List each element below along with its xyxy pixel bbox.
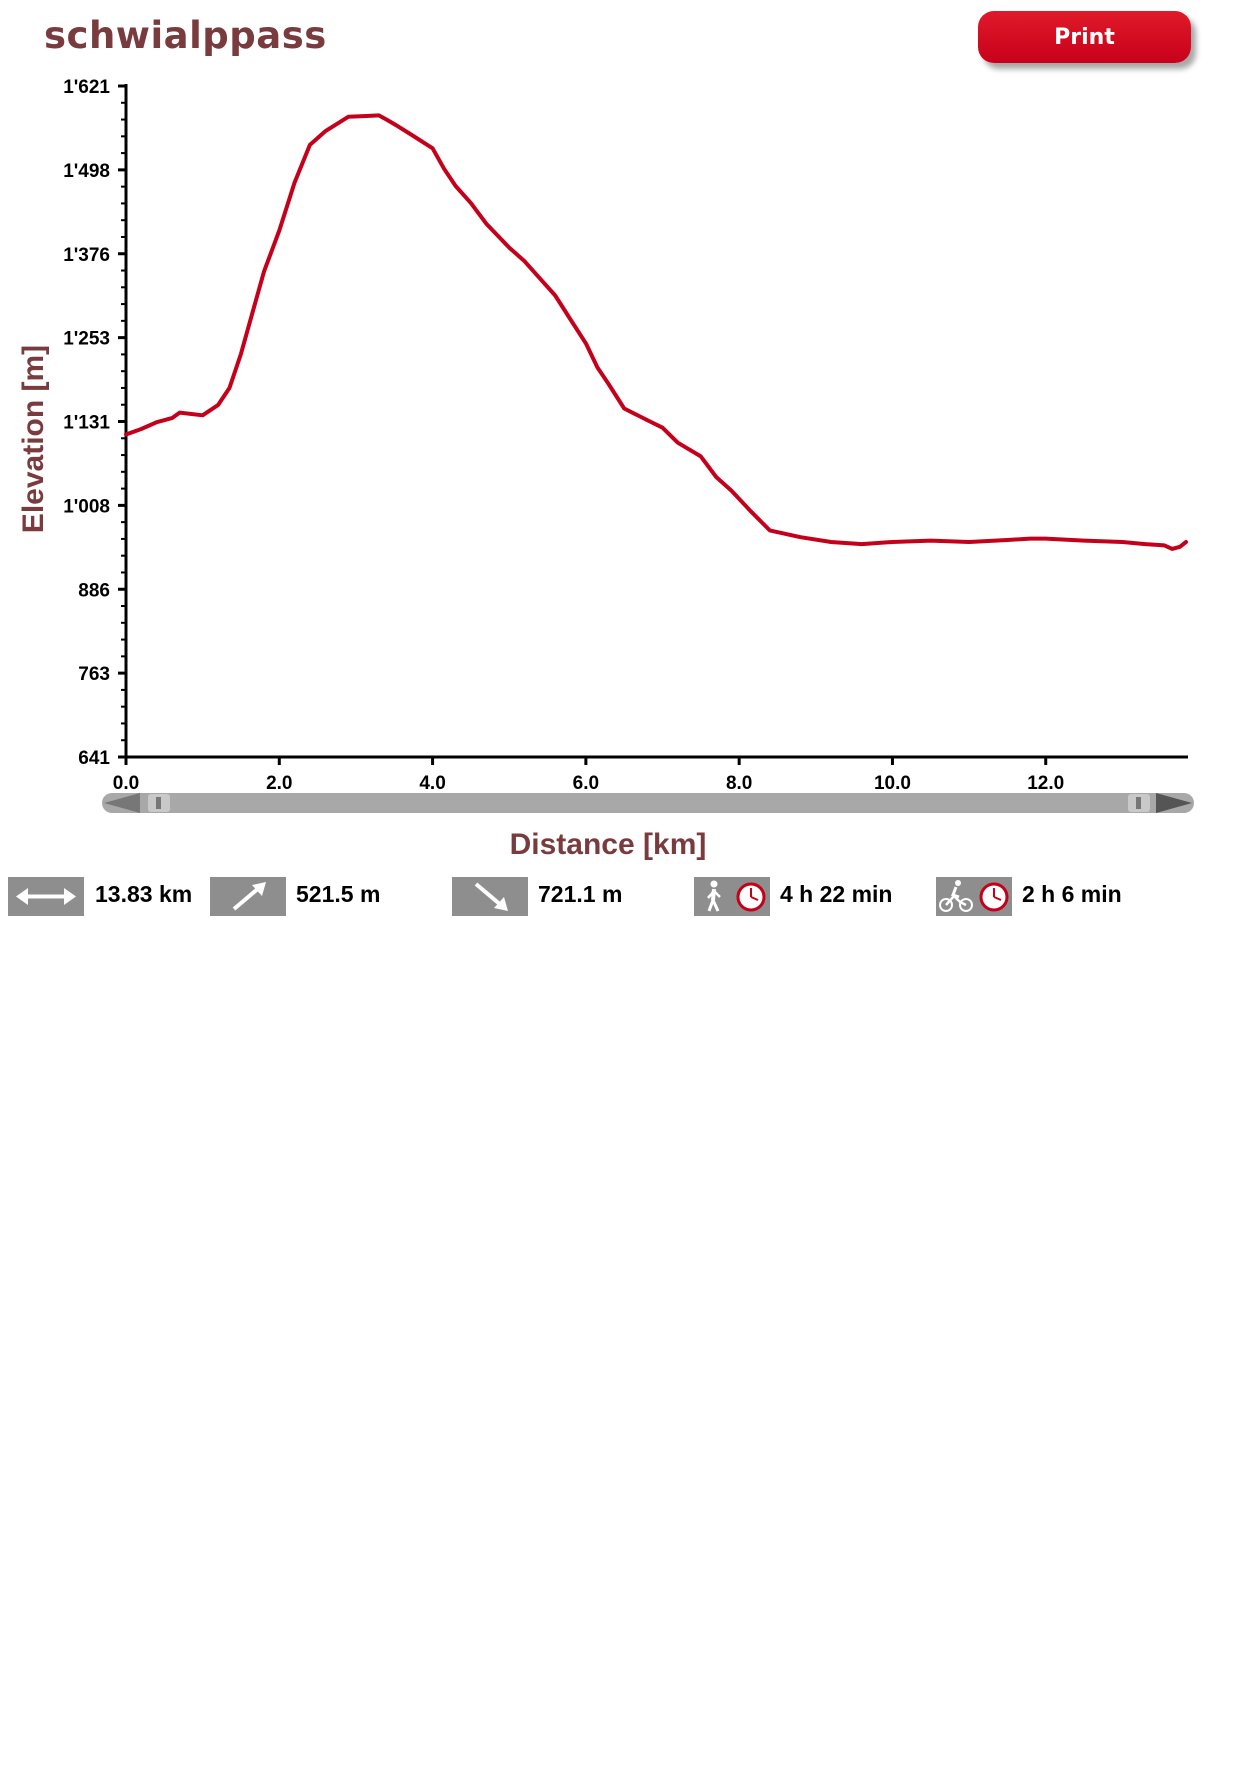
hiking-stat-icon-box <box>694 877 770 916</box>
cyclist-icon <box>939 880 973 912</box>
x-axis-title: Distance [km] <box>510 828 707 861</box>
biking-time-value: 2 h 6 min <box>1022 881 1122 907</box>
distance-value: 13.83 km <box>95 881 193 907</box>
biking-icons <box>939 880 1009 912</box>
print-button[interactable]: Print <box>978 11 1191 63</box>
y-tick-label: 1'131 <box>63 413 110 434</box>
hiking-time-value: 4 h 22 min <box>780 881 893 907</box>
x-tick-label: 2.0 <box>266 773 292 794</box>
x-axis: 0.0 2.0 4.0 6.0 8.0 10.0 12.0 <box>113 755 1188 794</box>
elevation-profile-line <box>124 113 1188 551</box>
descent-value: 721.1 m <box>538 881 623 907</box>
y-tick-label: 886 <box>78 580 110 601</box>
clock-icon <box>736 882 766 912</box>
hiker-icon <box>707 880 721 912</box>
y-tick-label: 763 <box>78 664 110 685</box>
grip-icon <box>1136 797 1141 809</box>
x-tick-label: 6.0 <box>573 773 599 794</box>
page-title: schwialppass <box>44 14 327 57</box>
elevation-chart: 6417638861'0081'1311'2531'3761'4981'621 … <box>17 77 1194 861</box>
up-right-arrow-icon <box>232 882 266 911</box>
biking-stat-icon-box <box>936 877 1012 916</box>
distance-stat-icon-box <box>8 877 84 916</box>
scroll-right-arrow-icon[interactable] <box>1156 793 1192 813</box>
ascent-stat-icon-box <box>210 877 286 916</box>
y-tick-label: 1'376 <box>63 245 110 266</box>
horizontal-double-arrow-icon <box>16 888 76 905</box>
y-tick-label: 1'253 <box>63 329 110 350</box>
scroll-left-arrow-icon[interactable] <box>104 793 140 813</box>
y-tick-label: 641 <box>78 748 110 769</box>
descent-stat-icon-box <box>452 877 528 916</box>
tour-stats-bar: 13.83 km 521.5 m 721.1 m <box>0 877 1241 917</box>
clock-icon <box>979 882 1009 912</box>
scrollbar-track[interactable] <box>102 793 1194 813</box>
grip-icon <box>156 797 161 809</box>
range-scrollbar[interactable] <box>102 793 1194 813</box>
x-tick-label: 12.0 <box>1027 773 1064 794</box>
ascent-value: 521.5 m <box>296 881 381 907</box>
x-tick-label: 10.0 <box>874 773 911 794</box>
x-tick-label: 0.0 <box>113 773 139 794</box>
x-tick-label: 4.0 <box>419 773 445 794</box>
y-axis: 641 763 886 1'008 1'131 1'253 1'376 1'498 1'621 <box>63 77 128 769</box>
down-right-arrow-icon <box>474 882 508 911</box>
y-axis-title: Elevation [m] <box>17 345 50 533</box>
y-tick-label: 1'008 <box>63 496 110 517</box>
y-tick-label: 1'621 <box>63 77 110 98</box>
hiking-icons <box>707 880 766 912</box>
y-tick-label: 1'498 <box>63 161 110 182</box>
x-tick-label: 8.0 <box>726 773 752 794</box>
